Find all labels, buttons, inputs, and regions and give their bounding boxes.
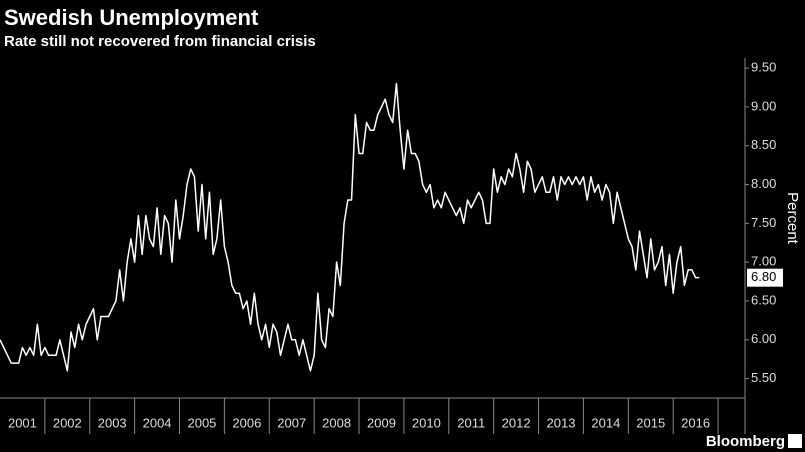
y-tick-label: 9.50 [751,60,776,75]
source: Bloomberg [706,433,785,450]
y-tick-label: 8.00 [751,176,776,191]
x-tick-label: 2002 [53,415,82,430]
x-tick-label: 2003 [98,415,127,430]
y-tick-label: 9.00 [751,98,776,113]
x-tick-label: 2001 [8,415,37,430]
x-tick-label: 2006 [232,415,261,430]
x-tick-label: 2005 [187,415,216,430]
y-tick-label: 7.00 [751,254,776,269]
x-tick-label: 2008 [322,415,351,430]
last-value-label: 6.80 [751,269,776,284]
x-tick-label: 2010 [412,415,441,430]
y-tick-label: 8.50 [751,137,776,152]
x-tick-label: 2012 [502,415,531,430]
logo [788,434,802,448]
y-tick-label: 7.50 [751,215,776,230]
y-tick-label: 6.50 [751,292,776,307]
y-axis-label: Percent [784,192,801,245]
x-tick-label: 2011 [457,415,485,430]
x-tick-label: 2004 [143,415,172,430]
last-value-box [747,268,783,287]
y-tick-label: 6.00 [751,331,776,346]
data-line [0,82,700,372]
x-tick-label: 2015 [636,415,665,430]
x-tick-label: 2013 [547,415,576,430]
y-tick-label: 5.50 [751,370,776,385]
chart-title: Swedish Unemployment [4,5,259,30]
x-tick-label: 2007 [277,415,306,430]
x-tick-label: 2009 [367,415,396,430]
x-tick-label: 2014 [591,415,620,430]
chart-subtitle: Rate still not recovered from financial … [4,33,316,50]
x-tick-label: 2016 [681,415,710,430]
